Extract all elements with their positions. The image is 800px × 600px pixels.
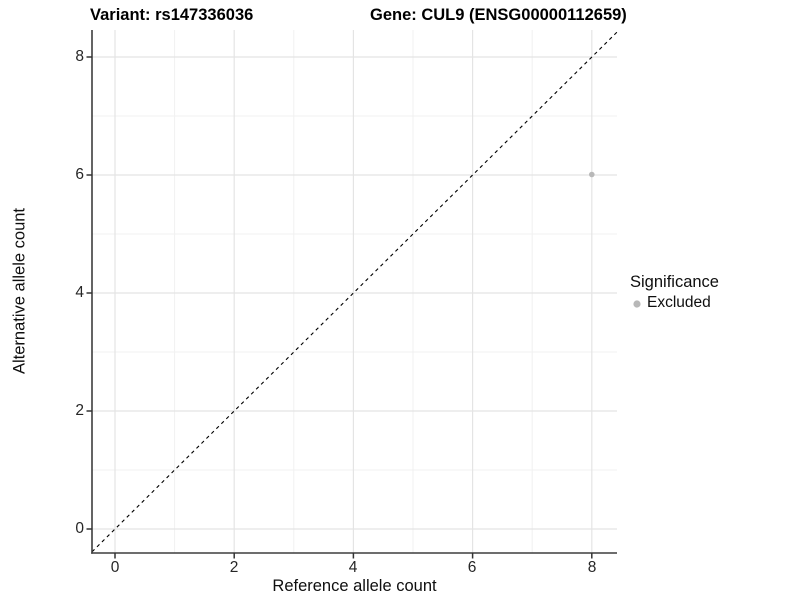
y-tick-label-4: 4 xyxy=(75,284,84,301)
y-tick-label-0: 0 xyxy=(75,520,84,537)
y-tick-label-8: 8 xyxy=(75,48,84,65)
x-tick-label-0: 0 xyxy=(110,559,120,576)
legend-title: Significance xyxy=(630,273,719,291)
x-tick-marks xyxy=(114,553,593,559)
minor-gridlines xyxy=(92,30,617,553)
x-tick-label-4: 4 xyxy=(348,559,358,576)
y-tick-marks xyxy=(86,56,92,530)
identity-reference-line xyxy=(91,31,618,553)
major-gridlines xyxy=(92,30,617,553)
legend-key-point-icon xyxy=(633,300,641,308)
axis-lines xyxy=(91,30,617,554)
plot-title-variant: Variant: rs147336036 xyxy=(90,6,254,24)
x-tick-label-8: 8 xyxy=(587,559,597,576)
legend-item-label: Excluded xyxy=(647,294,711,311)
data-point-excluded xyxy=(589,171,595,178)
x-tick-label-2: 2 xyxy=(229,559,239,576)
plot-title-gene: Gene: CUL9 (ENSG00000112659) xyxy=(370,6,627,24)
y-tick-label-2: 2 xyxy=(75,402,84,419)
legend-item-excluded: Excluded xyxy=(630,294,719,312)
y-axis-title: Alternative allele count xyxy=(10,207,29,375)
x-axis-title: Reference allele count xyxy=(272,577,437,595)
legend: Significance Excluded xyxy=(630,272,719,312)
x-tick-label-6: 6 xyxy=(467,559,477,576)
y-tick-label-6: 6 xyxy=(75,166,84,183)
